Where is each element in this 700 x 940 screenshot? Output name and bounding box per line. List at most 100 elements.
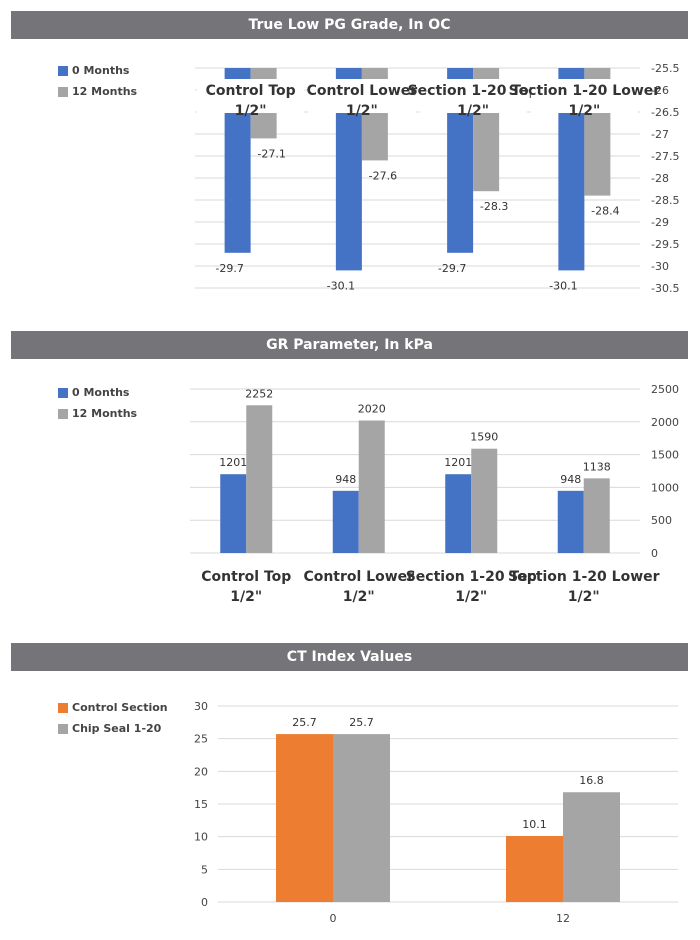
data-label: 16.8	[579, 774, 604, 787]
data-label: 2020	[358, 402, 386, 415]
y-tick-label: -26.5	[651, 106, 679, 119]
legend-swatch	[58, 723, 68, 734]
legend-item: 0 Months	[58, 382, 137, 403]
gr-parameter-chart: 0 500 1000 1500 2000 2500 1201 2252 Control Top 1…	[190, 383, 679, 605]
y-tick-label: 15	[194, 798, 208, 811]
data-label: -27.6	[369, 169, 397, 182]
x-tick-label: 1/2"	[235, 103, 267, 119]
bar	[506, 836, 563, 902]
y-tick-label: -30.5	[651, 282, 679, 295]
x-tick-label: 1/2"	[457, 103, 489, 119]
chart-legend: 0 Months 12 Months	[58, 60, 137, 102]
label-band	[308, 79, 416, 113]
legend-swatch	[58, 702, 68, 713]
y-tick-label: -28.5	[651, 194, 679, 207]
data-label: 1201	[444, 456, 472, 469]
legend-swatch	[58, 65, 68, 76]
legend-swatch	[58, 86, 68, 97]
data-label: -30.1	[327, 279, 355, 292]
legend-swatch	[58, 408, 68, 419]
chart-title: CT Index Values	[11, 643, 688, 671]
legend-swatch	[58, 387, 68, 398]
legend-label: 12 Months	[72, 85, 138, 98]
x-tick-label: 1/2"	[346, 103, 378, 119]
legend-item: 0 Months	[58, 60, 137, 81]
data-label: -27.1	[257, 147, 285, 160]
y-tick-label: -29	[651, 216, 669, 229]
bar	[220, 474, 247, 553]
y-tick-label: -29.5	[651, 238, 679, 251]
y-tick-label: -27.5	[651, 150, 679, 163]
legend-item: 12 Months	[58, 403, 137, 424]
legend-label: 12 Months	[72, 407, 138, 420]
bar	[445, 474, 472, 553]
y-tick-label: 25	[194, 733, 208, 746]
data-label: 1138	[583, 460, 611, 473]
y-tick-label: -26	[651, 84, 669, 97]
legend-item: 12 Months	[58, 81, 137, 102]
legend-label: 0 Months	[72, 64, 130, 77]
bar	[471, 448, 498, 553]
y-tick-label: 1000	[651, 481, 679, 494]
x-tick-label: Control Lower	[307, 83, 418, 99]
y-tick-label: 20	[194, 765, 208, 778]
label-band	[197, 79, 305, 113]
data-label: -28.3	[480, 200, 508, 213]
data-label: 2252	[245, 387, 273, 400]
legend-label: Control Section	[72, 701, 168, 714]
x-tick-label: 0	[330, 912, 337, 925]
chart-title: GR Parameter, In kPa	[11, 331, 688, 359]
bar	[557, 490, 584, 553]
x-tick-label: Section 1-20 Lower	[508, 569, 660, 585]
x-tick-label: Section 1-20 Top	[408, 83, 539, 99]
bar	[333, 734, 390, 902]
y-tick-label: 1500	[651, 449, 679, 462]
x-tick-label: Section 1-20 Top	[406, 569, 537, 585]
x-tick-label: 1/2"	[568, 589, 600, 605]
data-label: 10.1	[522, 818, 547, 831]
legend-item: Control Section	[58, 697, 168, 718]
chart-title: True Low PG Grade, In OC	[11, 11, 688, 39]
data-label: 1590	[470, 431, 498, 444]
data-label: 948	[560, 473, 581, 486]
y-tick-label: -30	[651, 260, 669, 273]
data-label: 948	[335, 473, 356, 486]
x-tick-label: Control Lower	[303, 569, 414, 585]
y-tick-label: -25.5	[651, 62, 679, 75]
data-label: -28.4	[591, 205, 619, 218]
data-label: 1201	[219, 456, 247, 469]
label-band	[419, 79, 527, 113]
y-tick-label: 2000	[651, 416, 679, 429]
x-tick-label: 12	[556, 912, 570, 925]
chart-legend: Control Section Chip Seal 1-20	[58, 697, 168, 739]
y-tick-label: 0	[651, 547, 658, 560]
legend-label: Chip Seal 1-20	[72, 722, 162, 735]
y-tick-label: -27	[651, 128, 669, 141]
x-tick-label: 1/2"	[230, 589, 262, 605]
x-tick-label: 1/2"	[455, 589, 487, 605]
bar	[332, 490, 359, 553]
y-tick-label: 0	[201, 896, 208, 909]
legend-label: 0 Months	[72, 386, 130, 399]
x-tick-label: 1/2"	[568, 103, 600, 119]
x-tick-label: Section 1-20 Lower	[509, 83, 661, 99]
y-tick-label: 5	[201, 863, 208, 876]
y-tick-label: 2500	[651, 383, 679, 396]
data-label: 25.7	[349, 716, 374, 729]
x-tick-label: 1/2"	[343, 589, 375, 605]
y-tick-label: -28	[651, 172, 669, 185]
bar	[246, 405, 273, 553]
bar	[358, 420, 385, 553]
bar	[583, 478, 610, 553]
x-tick-label: Control Top	[201, 569, 291, 585]
bar	[276, 734, 333, 902]
y-tick-label: 500	[651, 514, 672, 527]
data-label: -30.1	[549, 279, 577, 292]
legend-item: Chip Seal 1-20	[58, 718, 168, 739]
pg-grade-chart: -25.5 -26 -26.5 -27 -27.5 -28 -28.5 -29 -29.5 -30…	[195, 62, 679, 295]
label-band	[530, 79, 638, 113]
data-label: -29.7	[215, 262, 243, 275]
data-label: 25.7	[292, 716, 317, 729]
y-tick-label: 10	[194, 831, 208, 844]
